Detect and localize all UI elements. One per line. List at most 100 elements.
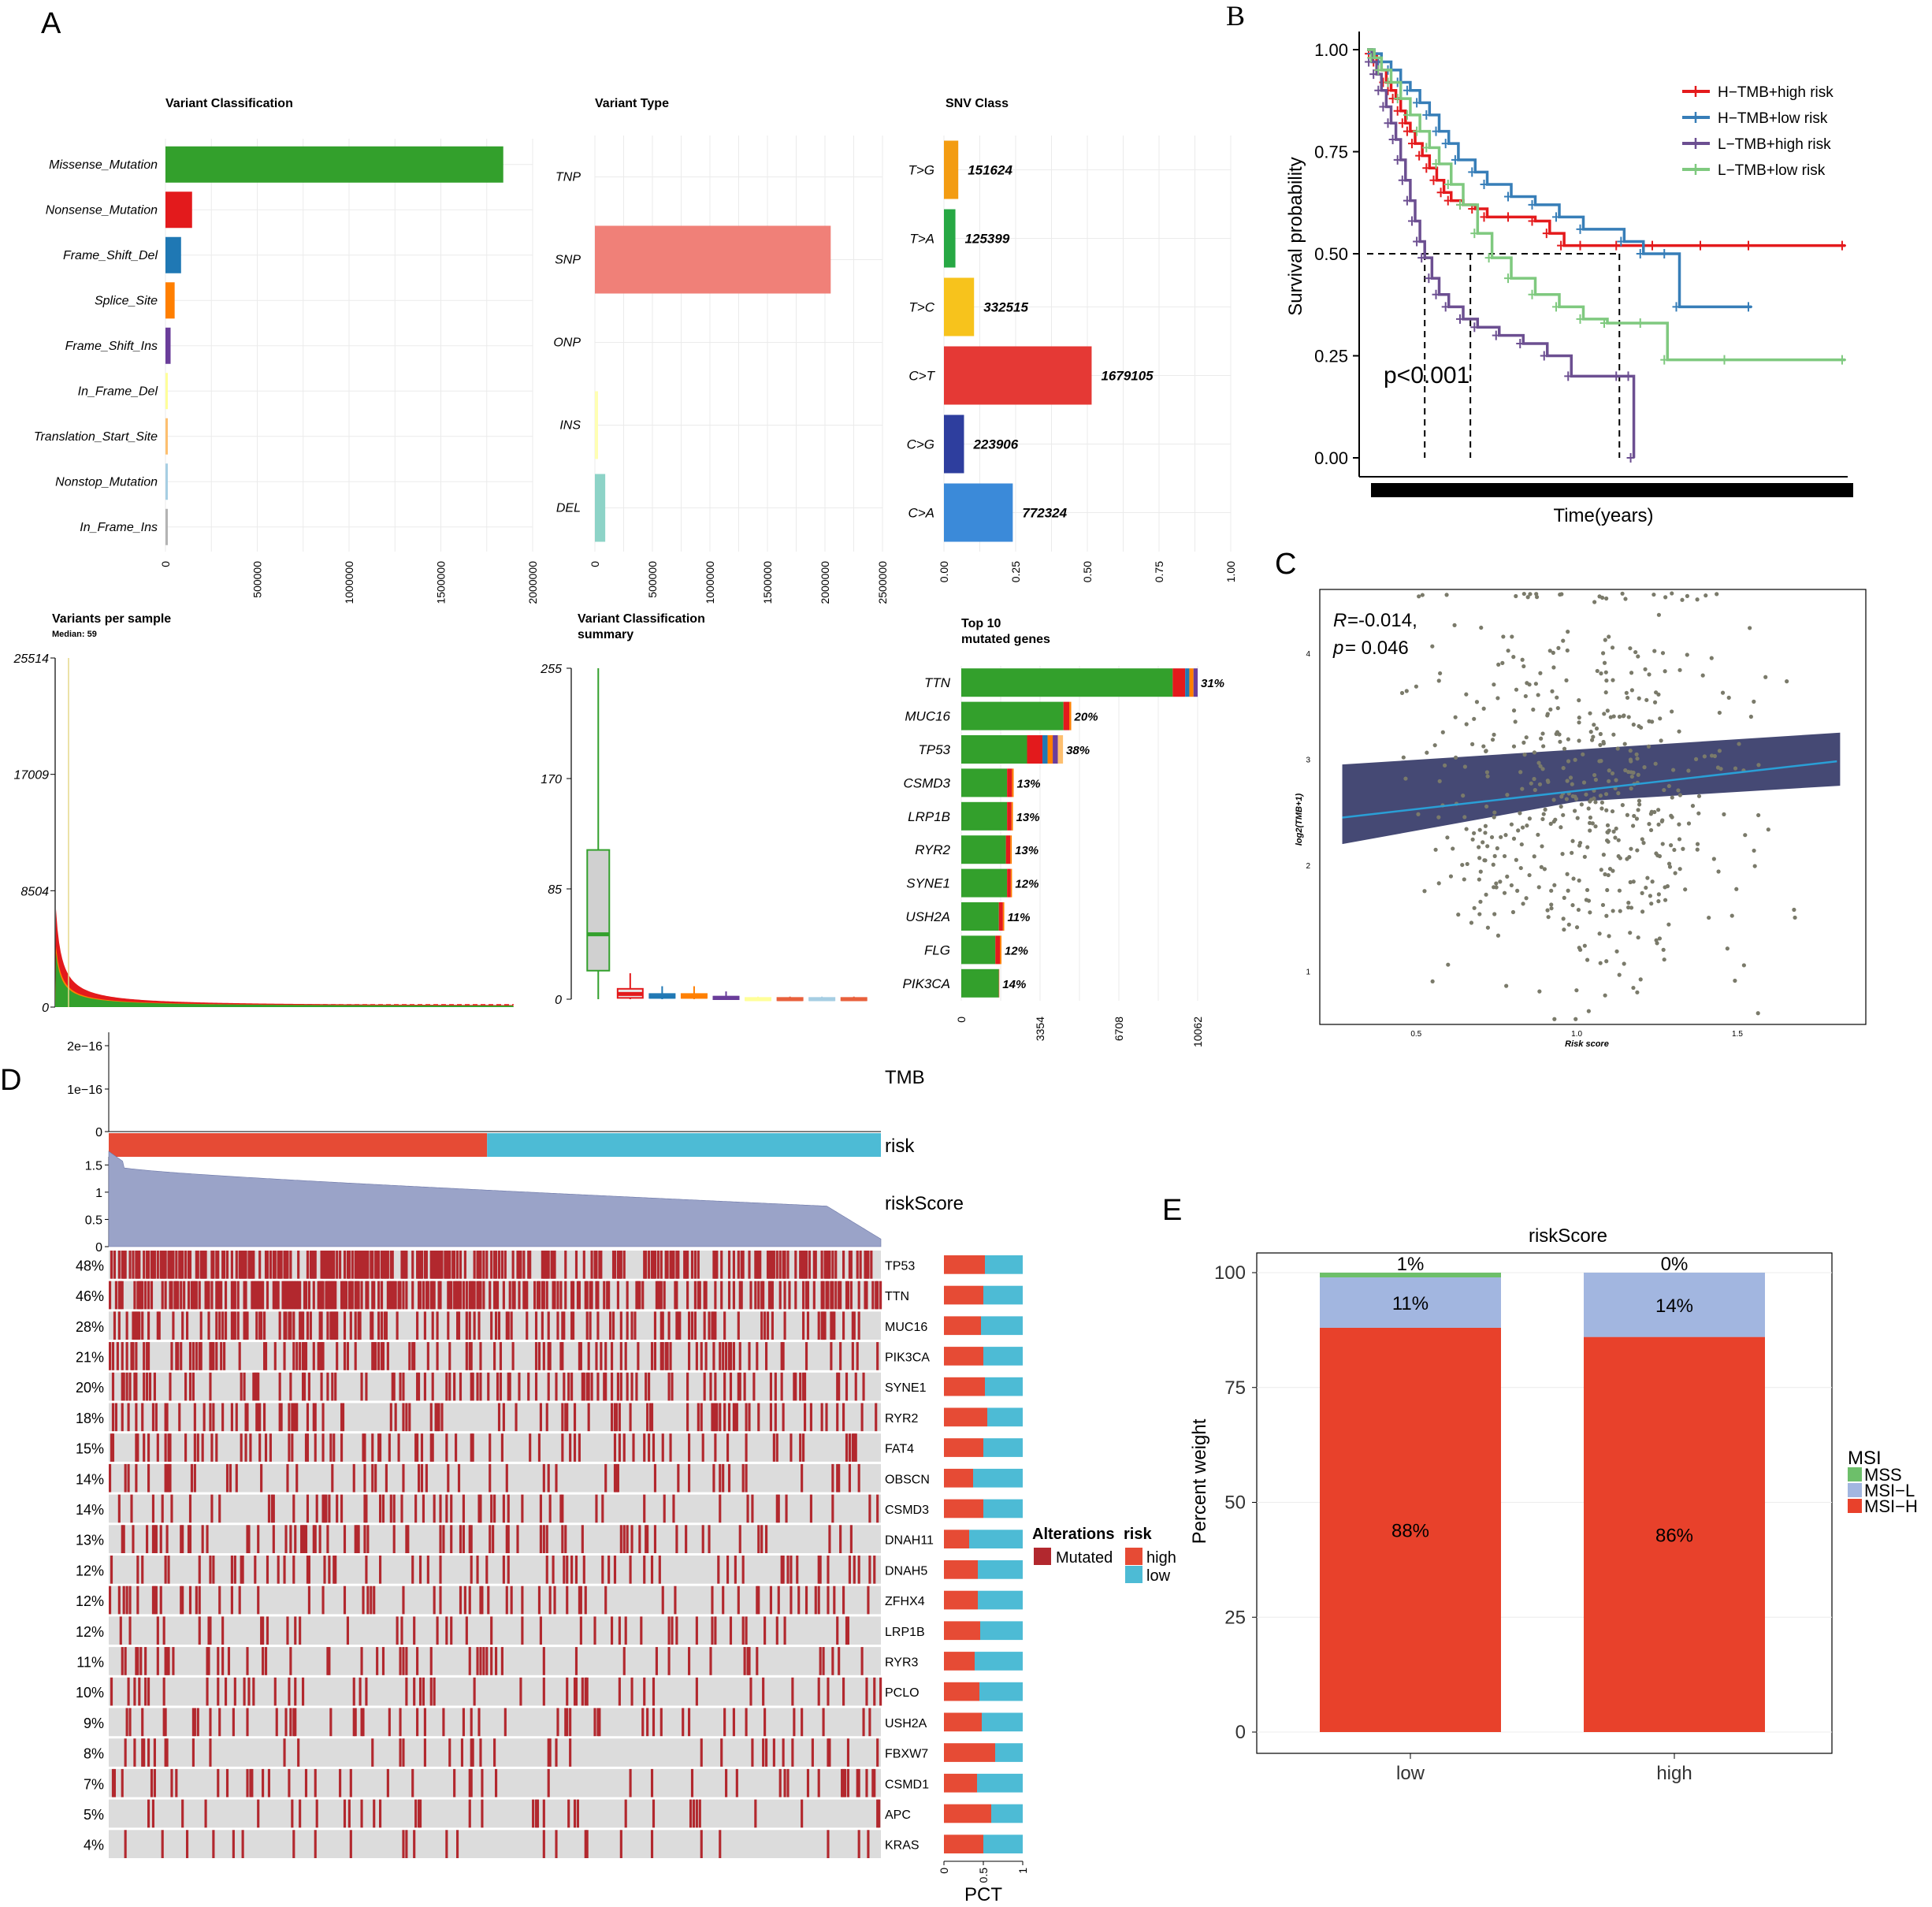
mutation-cell (857, 1768, 860, 1797)
mutation-cell (515, 1403, 518, 1432)
km-censor-mark (1422, 110, 1431, 120)
scatter-point (1616, 791, 1621, 796)
mutation-cell (392, 1372, 396, 1401)
scatter-point (1552, 1017, 1557, 1021)
mutation-cell (295, 1403, 299, 1432)
mutation-cell (570, 1311, 574, 1340)
top10-percent-label: 13% (1016, 777, 1040, 790)
mutation-cell (772, 1433, 775, 1462)
mutation-cell (235, 1251, 238, 1279)
scatter-point (1717, 749, 1722, 753)
mutation-cell (121, 1342, 124, 1370)
mutation-cell (726, 1556, 730, 1584)
mutation-cell (244, 1311, 247, 1340)
km-censor-mark (1443, 179, 1452, 189)
mutation-cell (411, 1251, 414, 1279)
mutation-cell (320, 1251, 323, 1279)
mutation-cell (563, 1311, 566, 1340)
mutation-cell (399, 1372, 402, 1401)
scatter-point (1611, 829, 1616, 834)
scatter-point (1763, 675, 1768, 679)
mutation-cell (790, 1433, 793, 1462)
scatter-point (1570, 903, 1575, 908)
scatter-point (1571, 876, 1576, 881)
mutation-cell (712, 1403, 715, 1432)
top10-percent-label: 14% (1002, 978, 1026, 991)
mutation-cell (109, 1463, 112, 1493)
oncoplot-row-background (109, 1403, 881, 1432)
scatter-point (1716, 869, 1721, 874)
mutation-cell (606, 1281, 609, 1310)
mutation-cell (128, 1616, 132, 1645)
scatter-y-tick: 2 (1306, 862, 1310, 871)
mutation-cell (289, 1372, 292, 1401)
vc-bar-in_frame_del (165, 373, 168, 410)
mutation-cell (459, 1525, 463, 1553)
mutation-cell (264, 1433, 268, 1462)
mutation-cell (165, 1525, 169, 1553)
scatter-point (1538, 764, 1543, 768)
mutation-cell (653, 1311, 657, 1340)
mutation-cell (206, 1525, 209, 1553)
scatter-point (1485, 774, 1490, 779)
scatter-point (1525, 823, 1529, 828)
mutation-cell (685, 1251, 688, 1279)
mutation-cell (859, 1251, 862, 1279)
mutation-cell (329, 1281, 333, 1310)
mutation-cell (400, 1616, 403, 1645)
mutation-cell (564, 1525, 567, 1553)
mutation-cell (578, 1281, 581, 1310)
scatter-point (1565, 779, 1570, 783)
mutation-cell (870, 1251, 873, 1279)
mutation-cell (400, 1251, 403, 1279)
mutation-cell (110, 1677, 113, 1706)
scatter-point (1599, 800, 1605, 805)
km-censor-mark (1672, 302, 1681, 312)
mutation-cell (804, 1281, 808, 1310)
mutation-cell (671, 1372, 674, 1401)
mutation-cell (284, 1708, 288, 1737)
mutation-cell (465, 1616, 468, 1645)
scatter-point (1626, 901, 1631, 905)
mutation-cell (749, 1281, 752, 1310)
mutation-cell (563, 1556, 566, 1584)
mutation-cell (496, 1281, 500, 1310)
mutation-cell (297, 1281, 300, 1310)
mutation-cell (191, 1281, 195, 1310)
mutation-cell (215, 1251, 218, 1279)
mutation-cell (124, 1647, 127, 1675)
mutation-cell (377, 1281, 381, 1310)
km-censor-mark (1504, 191, 1512, 202)
mutation-cell (593, 1616, 596, 1645)
mutation-cell (355, 1525, 359, 1553)
scatter-point (1656, 808, 1661, 812)
top10-bar-segment (1010, 868, 1012, 898)
mutation-cell (448, 1281, 451, 1310)
msi-y-tick: 100 (1214, 1262, 1246, 1284)
mutation-cell (595, 1494, 598, 1523)
mutation-cell (221, 1647, 225, 1675)
mutation-cell (834, 1281, 838, 1310)
km-censor-mark (1384, 77, 1392, 87)
mutation-cell (294, 1708, 297, 1737)
scatter-point (1472, 905, 1477, 910)
scatter-point (1602, 660, 1607, 665)
scatter-point (1629, 759, 1633, 764)
mutation-cell (125, 1708, 128, 1737)
scatter-point (1667, 864, 1673, 869)
mutation-cell (164, 1403, 167, 1432)
scatter-point (1560, 852, 1565, 857)
scatter-point (1604, 913, 1609, 918)
snv-bar-4 (944, 414, 964, 474)
survival-chart: Time(years) Survival probability p<0.001… (1285, 32, 1853, 526)
top10-bar-segment (995, 935, 1001, 965)
scatter-point (1464, 722, 1469, 727)
mutation-cell (257, 1281, 260, 1310)
scatter-point (1537, 989, 1542, 994)
mutation-cell (559, 1494, 563, 1523)
mutation-cell (596, 1372, 600, 1401)
scatter-point (1610, 809, 1615, 814)
mutation-cell (448, 1342, 451, 1370)
mutation-cell (133, 1372, 136, 1401)
mutation-cell (547, 1311, 550, 1340)
